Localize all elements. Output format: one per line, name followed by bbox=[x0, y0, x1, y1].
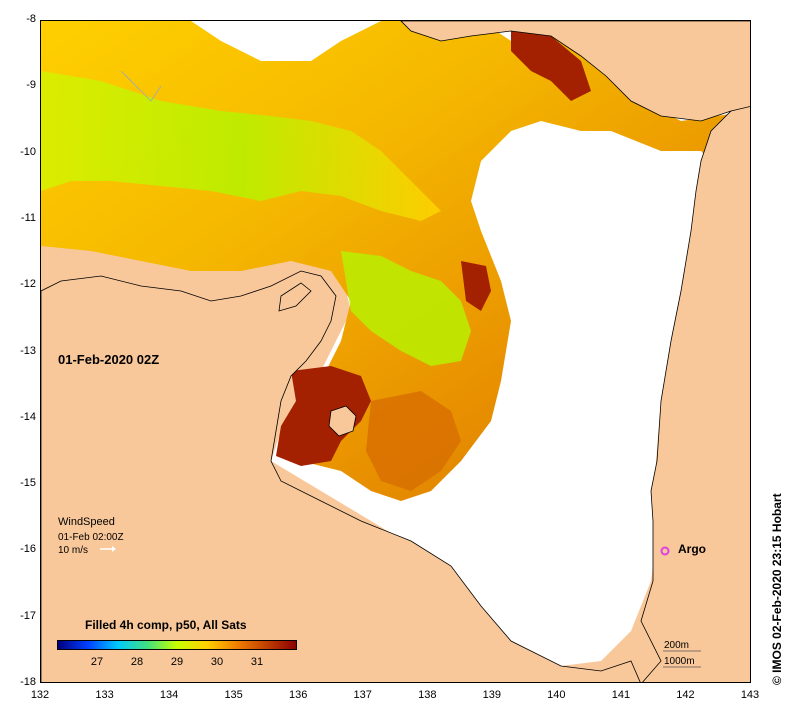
sst-warm-patch-south bbox=[366, 391, 461, 491]
lat-tick-label: -17 bbox=[20, 609, 36, 622]
lon-tick-label: 135 bbox=[224, 689, 243, 701]
lon-tick-label: 139 bbox=[482, 689, 501, 701]
colorbar-tick-label: 29 bbox=[170, 656, 184, 668]
lon-tick-label: 138 bbox=[418, 689, 437, 701]
lat-tick-label: -15 bbox=[20, 477, 36, 490]
sst-field-green-central bbox=[341, 251, 471, 366]
sst-map[interactable] bbox=[40, 20, 751, 683]
lon-tick-label: 142 bbox=[676, 689, 695, 701]
lat-tick-label: -9 bbox=[26, 79, 36, 92]
sst-field-green-band bbox=[41, 71, 441, 221]
lon-tick-label: 132 bbox=[30, 689, 50, 701]
wind-legend-title: WindSpeed bbox=[58, 516, 115, 528]
lat-tick-label: -10 bbox=[20, 145, 36, 158]
colorbar-title: Filled 4h comp, p50, All Sats bbox=[85, 618, 247, 632]
land-new-guinea bbox=[400, 21, 750, 122]
sst-hot-patch-east bbox=[461, 261, 491, 311]
depth-legend-200m: 200m bbox=[664, 640, 690, 651]
contour-200m bbox=[120, 70, 162, 102]
colorbar-tick-label: 27 bbox=[90, 656, 104, 668]
lat-tick-label: -11 bbox=[20, 211, 36, 224]
argo-label: Argo bbox=[678, 542, 706, 556]
colorbar-tick-label: 31 bbox=[250, 656, 264, 668]
lat-tick-label: -14 bbox=[20, 410, 36, 423]
land-arnhem bbox=[41, 270, 641, 682]
land-cape-york bbox=[640, 101, 750, 682]
date-label: 01-Feb-2020 02Z bbox=[58, 352, 160, 367]
colorbar bbox=[57, 640, 297, 650]
land-island bbox=[328, 405, 357, 437]
lon-tick-label: 143 bbox=[740, 689, 760, 701]
lat-tick-label: -16 bbox=[20, 543, 36, 556]
lon-tick-label: 133 bbox=[95, 689, 114, 701]
lat-tick-label: -12 bbox=[20, 278, 36, 291]
depth-legend-1000m: 1000m bbox=[664, 656, 695, 667]
credit-text: © IMOS 02-Feb-2020 23:15 Hobart bbox=[770, 493, 784, 685]
colorbar-tick-label: 30 bbox=[210, 656, 224, 668]
lon-tick-label: 140 bbox=[547, 689, 566, 701]
sst-hot-patch-gulf bbox=[276, 366, 371, 466]
lon-tick-label: 134 bbox=[159, 689, 179, 701]
argo-marker bbox=[660, 546, 670, 556]
colorbar-tick-label: 28 bbox=[130, 656, 144, 668]
lat-tick-label: -8 bbox=[26, 13, 36, 25]
lat-tick-label: -18 bbox=[20, 676, 36, 688]
lat-tick-label: -13 bbox=[20, 344, 36, 357]
land-islands-north bbox=[278, 282, 312, 312]
lon-tick-label: 137 bbox=[353, 689, 372, 701]
wind-legend-time: 01-Feb 02:00Z bbox=[58, 532, 124, 543]
map-canvas bbox=[41, 21, 750, 682]
lon-tick-label: 136 bbox=[288, 689, 308, 701]
wind-legend-scale: 10 m/s bbox=[58, 545, 89, 556]
lon-tick-label: 141 bbox=[611, 689, 631, 701]
sst-hot-patch-northeast bbox=[511, 31, 591, 101]
